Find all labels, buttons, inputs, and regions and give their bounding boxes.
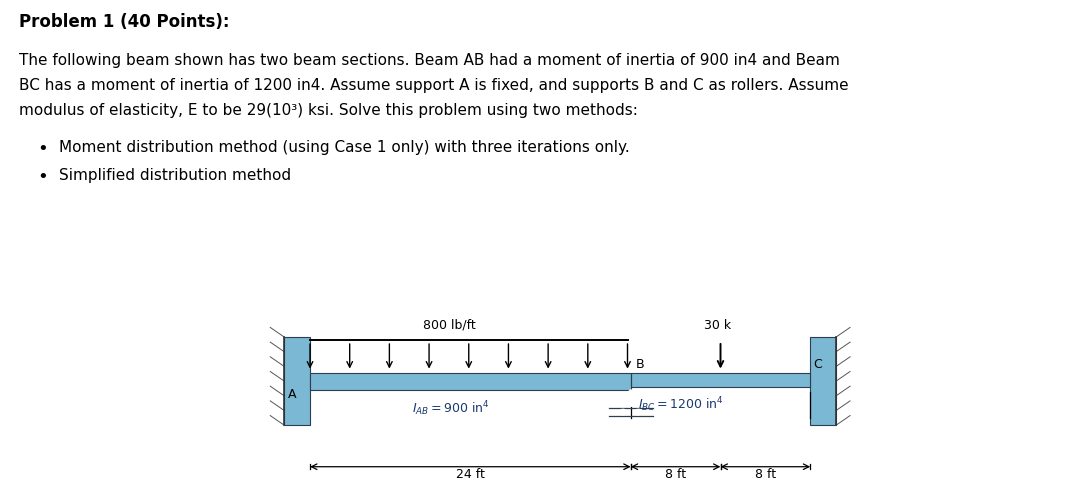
Text: BC has a moment of inertia of 1200 in4. Assume support A is fixed, and supports : BC has a moment of inertia of 1200 in4. … [19, 78, 849, 93]
Bar [310, 373, 631, 390]
Polygon shape [613, 390, 649, 406]
Bar [284, 337, 310, 425]
Text: modulus of elasticity, E to be 29(10³) ksi. Solve this problem using two methods: modulus of elasticity, E to be 29(10³) k… [19, 103, 638, 118]
Text: Problem 1 (40 Points):: Problem 1 (40 Points): [19, 13, 230, 31]
Text: Moment distribution method (using Case 1 only) with three iterations only.: Moment distribution method (using Case 1… [59, 140, 630, 155]
Text: Simplified distribution method: Simplified distribution method [59, 168, 291, 183]
Text: The following beam shown has two beam sections. Beam AB had a moment of inertia : The following beam shown has two beam se… [19, 53, 840, 68]
Text: $I_{AB} = 900\ \mathrm{in}^4$: $I_{AB} = 900\ \mathrm{in}^4$ [413, 399, 490, 418]
Text: 800 lb/ft: 800 lb/ft [423, 319, 476, 332]
Text: 8 ft: 8 ft [755, 467, 776, 480]
Text: •: • [37, 168, 48, 186]
Bar [310, 373, 631, 390]
Text: 8 ft: 8 ft [665, 467, 686, 480]
Bar [810, 337, 836, 425]
Text: •: • [37, 140, 48, 158]
Bar [631, 373, 810, 387]
Text: 30 k: 30 k [703, 319, 731, 332]
Bar [284, 337, 310, 425]
Text: A: A [288, 388, 296, 401]
Text: B: B [636, 358, 645, 371]
Text: 24 ft: 24 ft [455, 467, 485, 480]
Text: C: C [812, 358, 822, 371]
Circle shape [619, 409, 628, 415]
Circle shape [634, 409, 642, 415]
Bar [631, 373, 810, 387]
Bar [810, 337, 836, 425]
Text: $I_{BC} = 1200\ \mathrm{in}^4$: $I_{BC} = 1200\ \mathrm{in}^4$ [638, 395, 725, 413]
